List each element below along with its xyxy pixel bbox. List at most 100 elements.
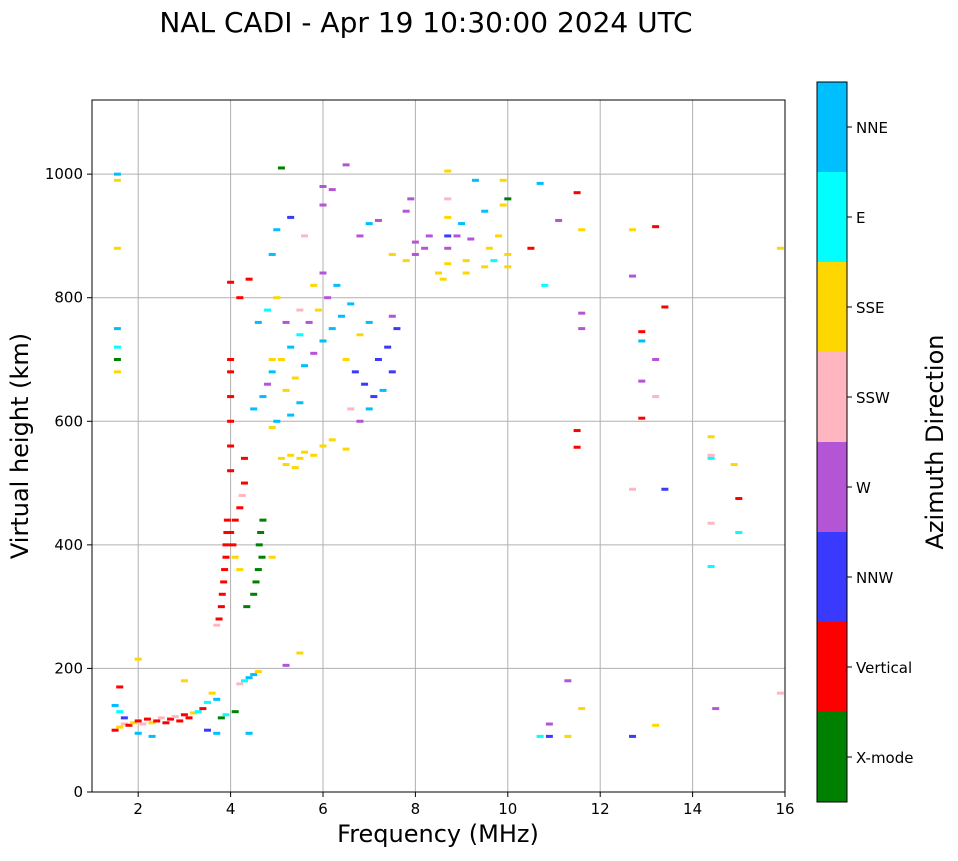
y-tick-label: 600 — [54, 412, 83, 430]
data-point — [342, 358, 350, 361]
data-point — [638, 339, 646, 343]
data-point — [180, 679, 188, 683]
data-point — [351, 370, 359, 374]
data-point — [231, 518, 239, 522]
data-point — [504, 197, 512, 201]
data-point — [365, 222, 373, 226]
data-point — [638, 330, 646, 334]
data-point — [319, 444, 327, 448]
data-point — [638, 379, 646, 383]
data-point — [384, 345, 392, 349]
data-point — [264, 308, 272, 312]
data-point — [255, 543, 263, 547]
data-point — [393, 327, 401, 331]
colorbar-swatch — [817, 82, 847, 172]
data-point — [259, 395, 267, 399]
data-point — [296, 308, 304, 312]
data-point — [264, 382, 272, 386]
data-point — [661, 305, 669, 309]
x-tick-label: 10 — [498, 800, 517, 818]
data-point — [113, 246, 121, 250]
data-point — [444, 169, 452, 173]
data-point — [282, 663, 290, 667]
colorbar-tick-label: X-mode — [856, 749, 913, 767]
colorbar-tick-label: Vertical — [856, 659, 912, 677]
data-point — [282, 388, 290, 392]
data-point — [220, 580, 228, 584]
data-point — [213, 697, 221, 701]
data-point — [217, 716, 225, 720]
data-point — [578, 707, 586, 711]
data-point — [629, 228, 637, 232]
data-point — [421, 246, 429, 250]
data-point — [223, 518, 231, 522]
colorbar-tick-label: NNE — [856, 119, 888, 137]
data-point — [139, 722, 147, 726]
data-point — [435, 271, 442, 275]
data-point — [296, 333, 304, 337]
colorbar-tick-label: SSW — [856, 389, 890, 407]
data-point — [411, 240, 419, 244]
data-point — [291, 466, 299, 470]
data-point — [328, 188, 336, 192]
data-point — [257, 531, 265, 534]
colorbar-tick-label: E — [856, 209, 865, 227]
x-tick-label: 2 — [133, 800, 143, 818]
data-point — [305, 320, 313, 324]
data-point — [287, 453, 295, 457]
data-point — [113, 172, 121, 176]
data-point — [467, 237, 475, 241]
data-point — [707, 435, 715, 439]
data-point — [545, 722, 553, 726]
data-point — [536, 734, 544, 738]
data-point — [490, 259, 498, 263]
y-tick-label: 400 — [54, 536, 83, 554]
data-point — [199, 707, 207, 711]
data-point — [578, 327, 586, 331]
y-tick-label: 0 — [73, 783, 83, 801]
data-point — [236, 568, 244, 572]
data-point — [227, 370, 235, 374]
colorbar-label: Azimuth Direction — [921, 335, 949, 550]
data-point — [277, 358, 285, 361]
data-point — [402, 259, 410, 263]
data-point — [221, 568, 229, 572]
data-point — [337, 314, 345, 318]
data-point — [573, 445, 581, 449]
data-point — [333, 283, 341, 287]
data-point — [254, 670, 262, 674]
data-point — [735, 531, 743, 534]
data-point — [356, 333, 364, 337]
data-point — [223, 531, 231, 534]
data-point — [328, 327, 336, 331]
data-point — [245, 731, 253, 735]
y-axis-label: Virtual height (km) — [6, 333, 34, 559]
data-point — [227, 444, 235, 448]
data-point — [250, 407, 258, 411]
data-point — [176, 719, 184, 723]
data-point — [365, 407, 373, 411]
data-point — [245, 676, 253, 680]
data-point — [499, 178, 507, 182]
data-point — [130, 721, 138, 725]
data-point — [194, 710, 202, 714]
data-point — [499, 203, 507, 207]
data-point — [113, 345, 121, 349]
data-point — [314, 308, 322, 312]
data-point — [342, 163, 350, 167]
x-tick-label: 6 — [318, 800, 328, 818]
data-point — [218, 592, 226, 596]
data-point — [365, 320, 373, 324]
data-point — [573, 191, 581, 195]
data-point — [319, 185, 327, 188]
data-point — [319, 203, 327, 207]
data-point — [250, 673, 258, 677]
data-point — [444, 215, 452, 219]
colorbar-tick-label: W — [856, 479, 871, 497]
data-point — [361, 382, 369, 386]
data-point — [536, 181, 544, 185]
data-point — [347, 302, 355, 306]
data-point — [504, 265, 512, 269]
data-point — [116, 725, 124, 729]
